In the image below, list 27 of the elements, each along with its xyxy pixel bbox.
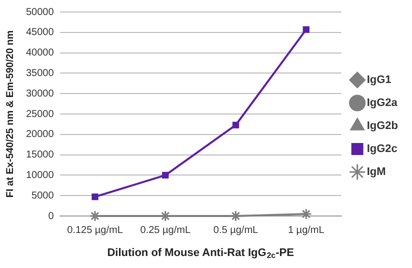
- y-tick-label: 30000: [26, 88, 54, 100]
- y-tick-label: 25000: [26, 108, 54, 120]
- legend-label: IgG2a: [366, 97, 398, 110]
- y-tick-label: 10000: [26, 170, 54, 181]
- y-tick-label: 5000: [32, 190, 54, 202]
- point: [300, 208, 312, 220]
- legend-label: IgG2c: [366, 143, 398, 156]
- point: [92, 193, 98, 200]
- y-tick-label: 35000: [26, 68, 54, 79]
- point: [232, 122, 240, 128]
- y-tick-label: 0: [48, 210, 54, 222]
- point: [230, 210, 242, 222]
- legend-label: IgG2b: [366, 120, 398, 132]
- y-tick-label: 50000: [26, 6, 54, 18]
- y-tick-label: 20000: [26, 129, 54, 140]
- point: [302, 26, 310, 33]
- x-tick-label: 0.25 µg/mL: [140, 224, 191, 236]
- point: [162, 172, 169, 179]
- legend-label: IgG1: [366, 74, 392, 86]
- y-tick-label: 40000: [26, 48, 54, 59]
- x-tick-label: 1 µg/mL: [288, 224, 325, 236]
- x-tick-label: 0.5 µg/mL: [213, 224, 259, 236]
- y-tick-label: 45000: [26, 27, 54, 38]
- y-tick-label: 15000: [26, 150, 54, 161]
- x-tick-label: 0.125 µg/mL: [67, 224, 124, 236]
- y-axis-title: FI at Ex-540/25 nm & Em-590/20 nm: [4, 30, 16, 198]
- legend-label: IgM: [366, 166, 386, 178]
